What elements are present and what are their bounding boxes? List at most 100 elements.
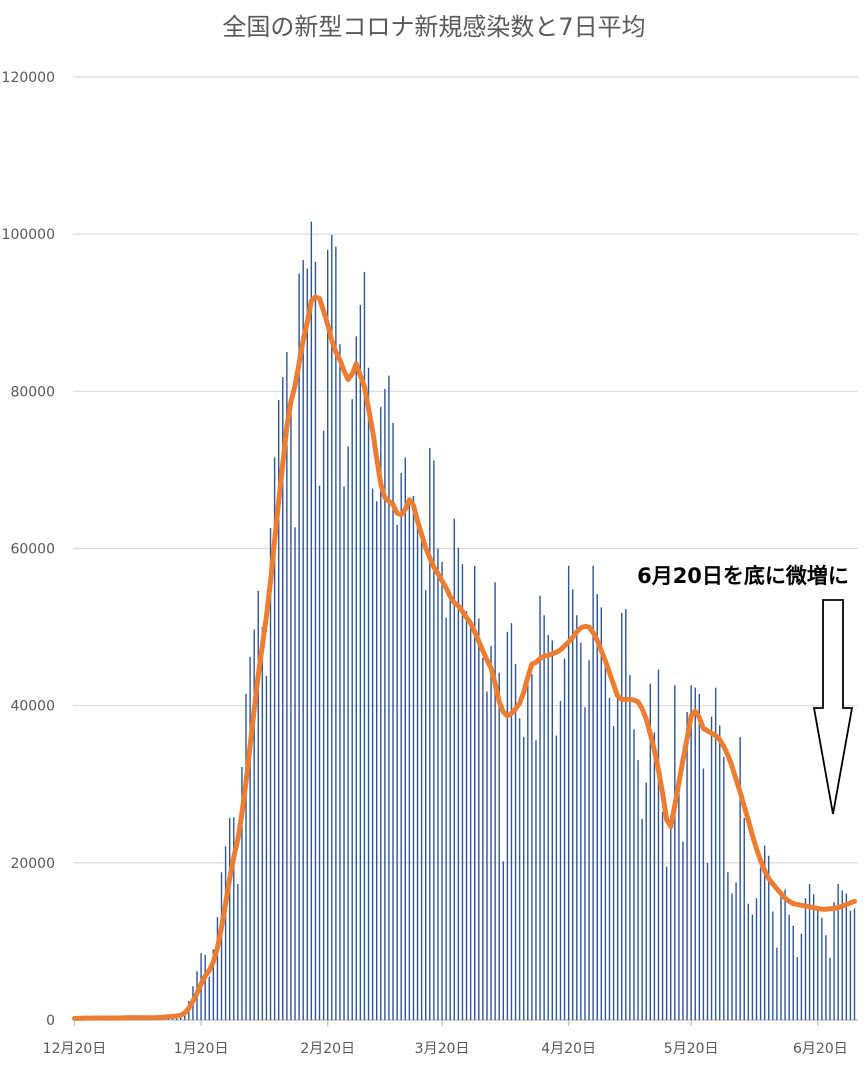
bar [559, 700, 562, 1020]
annotation: 6月20日を底に微増に [637, 564, 854, 815]
bar [441, 561, 443, 1020]
bar [853, 908, 856, 1020]
bar [653, 732, 656, 1020]
bar [294, 527, 296, 1020]
bar [253, 629, 255, 1020]
bar [735, 882, 737, 1020]
bar [351, 399, 353, 1021]
bar [212, 949, 215, 1020]
bar [457, 547, 460, 1020]
bar [502, 861, 504, 1020]
bar [645, 782, 647, 1020]
bar [490, 645, 492, 1020]
bar [743, 818, 745, 1020]
bar [686, 711, 688, 1020]
bar [849, 910, 852, 1020]
bar [682, 841, 684, 1020]
bar [228, 818, 231, 1020]
bar [404, 457, 406, 1020]
bar [755, 898, 758, 1020]
bar [474, 565, 476, 1020]
bar [355, 336, 357, 1020]
bar [661, 811, 664, 1020]
bar [339, 344, 341, 1020]
bar [633, 729, 635, 1020]
bar [584, 707, 586, 1020]
bar [588, 660, 590, 1020]
y-tick-label: 100000 [2, 227, 55, 243]
bar [833, 902, 835, 1020]
x-tick-label: 5月20日 [664, 1041, 719, 1057]
bar [580, 642, 582, 1020]
bar [429, 447, 431, 1020]
bar [506, 631, 509, 1020]
bar [408, 502, 411, 1021]
bar [400, 473, 402, 1020]
bar [678, 780, 680, 1020]
bar-series [73, 221, 856, 1021]
bar [784, 889, 786, 1020]
y-tick-label: 80000 [10, 384, 55, 400]
bar [731, 893, 733, 1020]
bar [392, 422, 394, 1020]
bar [331, 234, 333, 1020]
bar [596, 594, 598, 1020]
bar [241, 766, 243, 1020]
bar [204, 954, 206, 1020]
bar [461, 564, 464, 1020]
bar [649, 683, 652, 1020]
bar [780, 895, 782, 1020]
bar [572, 589, 574, 1020]
down-arrow-icon [812, 599, 854, 815]
bar [543, 615, 545, 1020]
bar [384, 388, 386, 1020]
bar [514, 664, 517, 1020]
bar [739, 737, 741, 1020]
bar [290, 403, 292, 1020]
x-tick-label: 3月20日 [415, 1041, 470, 1057]
bar [657, 669, 660, 1020]
bar [845, 893, 848, 1020]
bar [670, 815, 672, 1020]
bar [751, 914, 754, 1020]
bar [298, 273, 300, 1020]
bar [273, 457, 276, 1020]
bar [637, 759, 639, 1020]
bar [286, 352, 288, 1021]
bar [306, 268, 308, 1020]
bar [576, 615, 578, 1020]
bar [665, 866, 668, 1020]
bar [612, 726, 615, 1020]
average-line-series [72, 294, 857, 1021]
bar [723, 756, 725, 1020]
bar [625, 609, 627, 1020]
bar [727, 872, 729, 1020]
bar [710, 716, 713, 1020]
bar [690, 685, 692, 1020]
y-tick-label: 120000 [2, 70, 55, 86]
bar [208, 976, 210, 1020]
bar [694, 687, 696, 1020]
bar [829, 957, 831, 1020]
bar [237, 884, 239, 1020]
bar [547, 634, 549, 1020]
y-tick-label: 40000 [10, 699, 55, 715]
bar [416, 514, 419, 1020]
bar [437, 548, 439, 1020]
bar [531, 674, 533, 1020]
x-tick-label: 4月20日 [541, 1041, 596, 1057]
y-tick-label: 0 [46, 1013, 55, 1029]
y-axis-tick-labels: 0 20000 40000 60000 80000 100000 120000 [2, 70, 55, 1029]
bar [282, 377, 284, 1020]
bar [433, 460, 435, 1020]
bar [616, 697, 619, 1020]
bar [216, 917, 219, 1020]
bar [510, 623, 513, 1020]
x-tick-label: 1月20日 [174, 1041, 229, 1057]
bar [698, 693, 701, 1020]
bar [322, 430, 325, 1020]
bar [523, 737, 525, 1020]
bar [498, 672, 500, 1020]
bar [747, 903, 750, 1020]
